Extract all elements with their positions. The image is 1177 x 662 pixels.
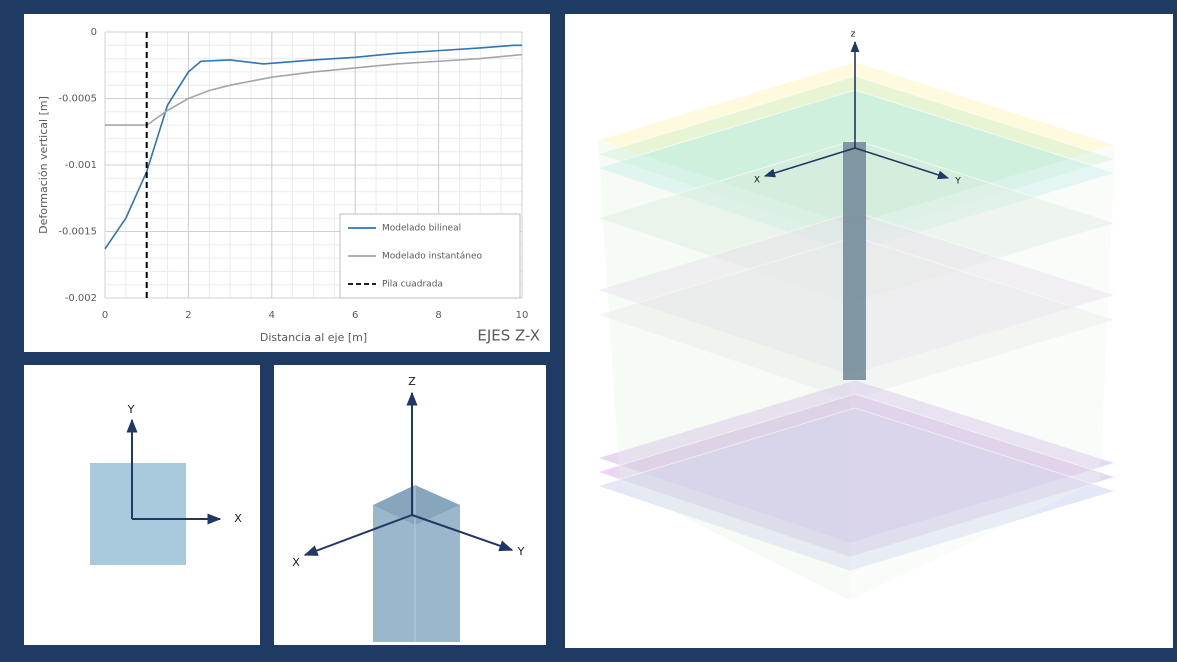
axis-label: Y [517,545,525,558]
axis-label: Z [408,375,416,388]
axis-label: X [754,176,760,186]
x-tick-label: 6 [352,310,358,321]
axis-label: z [851,30,856,40]
series-line [105,53,523,126]
soil-layer [596,379,1117,544]
legend-label: Modelado instantáneo [382,252,483,262]
x-tick-label: 0 [102,310,108,321]
soil-side [598,140,850,600]
series-line [104,44,522,250]
x-tick-label: 2 [185,310,191,321]
axis-arrow [854,147,950,180]
y-tick-label: -0.001 [65,160,97,171]
axis-arrow [763,147,856,178]
y-tick-label: -0.002 [65,293,97,304]
axis-label: X [292,556,300,569]
pile-column [843,142,866,380]
axis-label: Y [127,403,135,416]
legend-label: Pila cuadrada [382,280,443,290]
y-tick-label: -0.0015 [58,227,97,238]
annotation: EJES Z-X [477,327,540,345]
axis-arrow [411,514,514,552]
soil-layer [596,393,1117,558]
soil-layer [596,407,1117,572]
axis-arrow [303,514,413,556]
x-tick-label: 4 [269,310,275,321]
y-axis-label: Deformación vertical [m] [37,96,50,234]
pile-body [373,505,460,642]
y-tick-label: -0.0005 [58,94,97,105]
chart: 0 2 4 6 8 10 0 -0.0005 -0.001 -0.0015 -0.002 Distan… [37,27,540,345]
x-tick-label: 8 [435,310,441,321]
x-tick-label: 10 [516,310,529,321]
chart-panel [24,14,550,352]
y-tick-label: 0 [91,27,97,38]
axis-label: Y [954,177,961,187]
x-axis-label: Distancia al eje [m] [260,331,367,344]
soil-side [850,145,1115,600]
pile-section [90,463,186,565]
legend-label: Modelado bilineal [382,224,461,234]
axis-label: X [234,512,242,525]
pile-top [373,485,460,525]
